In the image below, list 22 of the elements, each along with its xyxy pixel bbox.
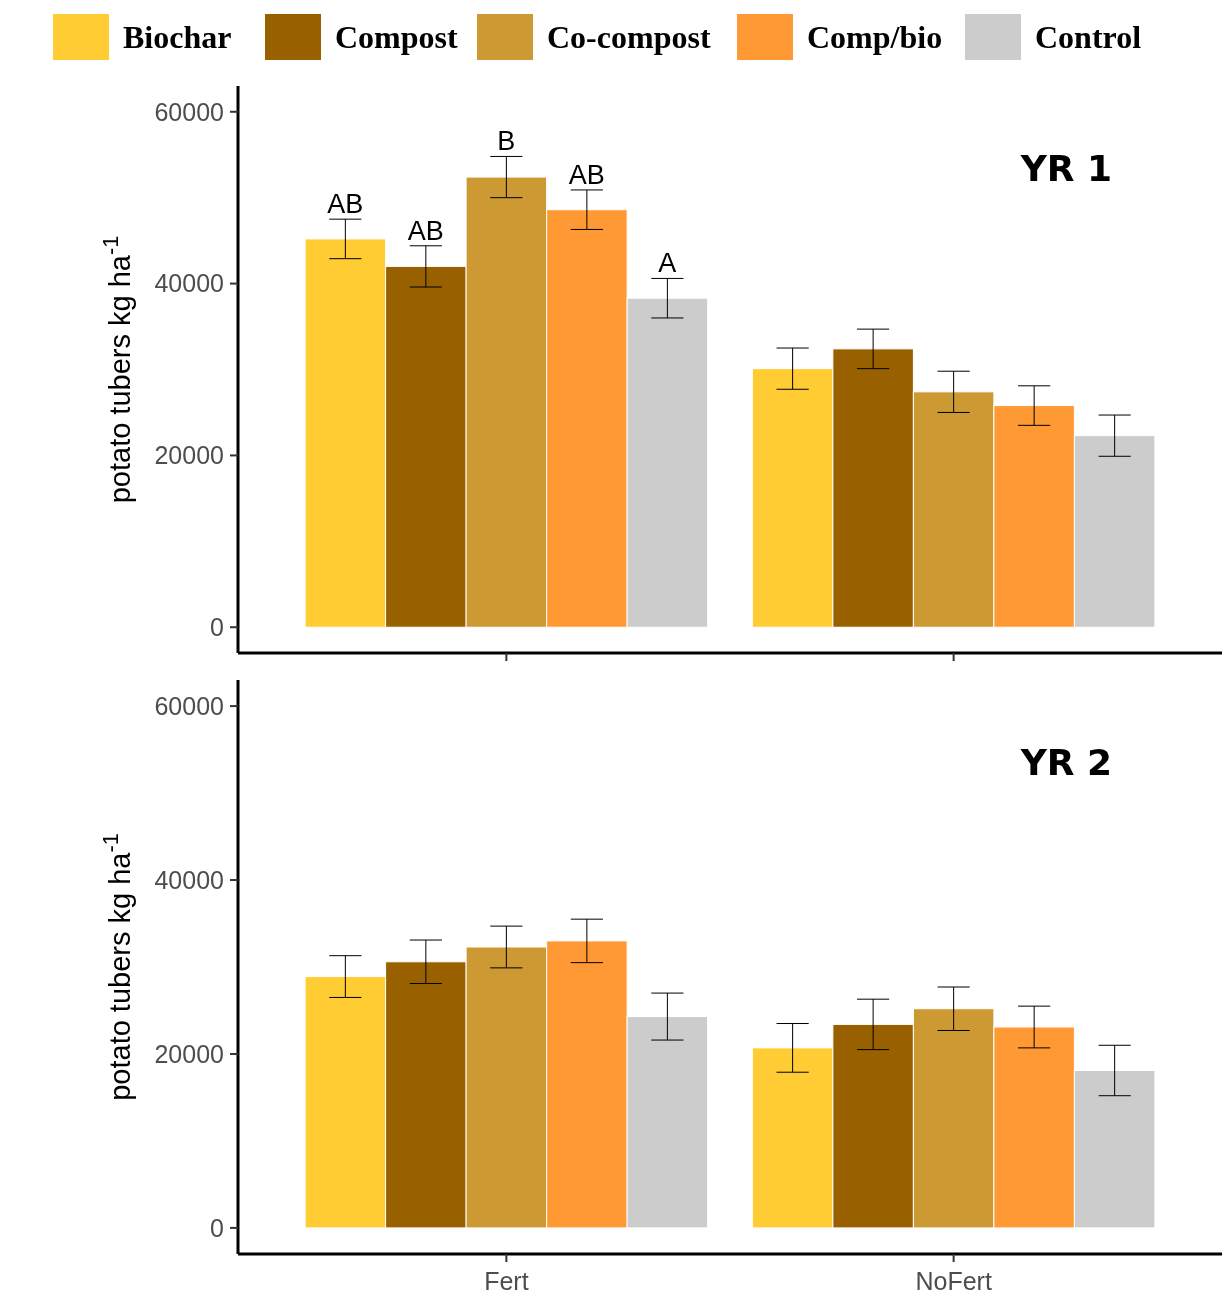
y-tick-label: 60000 xyxy=(154,97,224,126)
y-tick-label: 60000 xyxy=(154,691,224,720)
y-tick-label: 40000 xyxy=(154,269,224,298)
y-tick-label: 0 xyxy=(210,1213,224,1242)
x-tick-label: Fert xyxy=(484,1267,529,1295)
x-tick-label: NoFert xyxy=(915,1267,992,1295)
data-label: AB xyxy=(327,189,364,220)
y-tick-label: 0 xyxy=(210,612,224,641)
legend-label: Compost xyxy=(335,19,459,56)
text: YR 2 xyxy=(1019,742,1112,783)
legend-label: Co-compost xyxy=(547,19,711,56)
data-label: B xyxy=(497,126,516,157)
data-label: AB xyxy=(407,215,444,246)
legend-label: Control xyxy=(1035,19,1142,56)
legend-label: Biochar xyxy=(123,19,232,56)
data-label: A xyxy=(658,248,677,279)
legend-label: Comp/bio xyxy=(807,19,943,56)
data-label: AB xyxy=(568,159,605,190)
y-tick-label: 40000 xyxy=(154,865,224,894)
y-tick-label: 20000 xyxy=(154,1039,224,1068)
y-tick-label: 20000 xyxy=(154,441,224,470)
text: YR 1 xyxy=(1019,148,1112,189)
